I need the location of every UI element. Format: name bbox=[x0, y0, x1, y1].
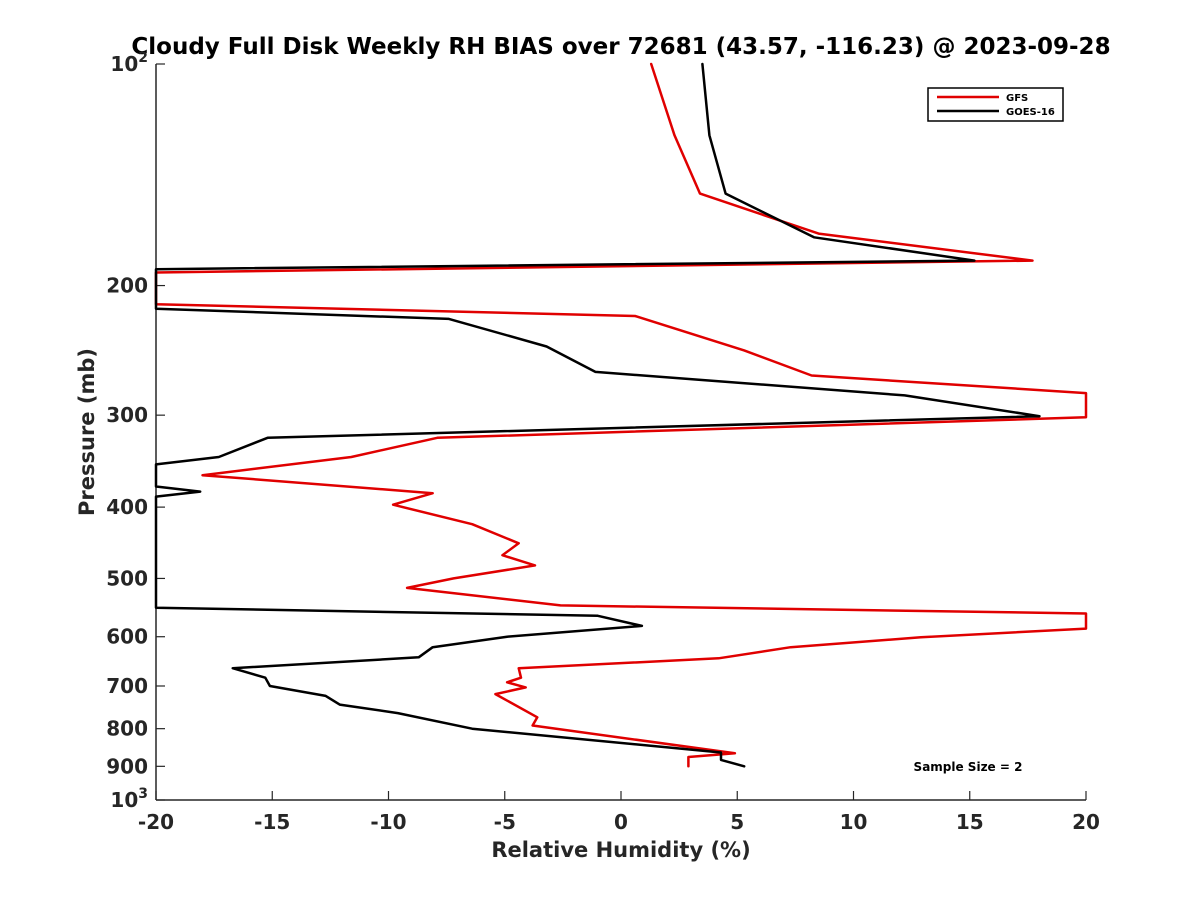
y-tick-label: 103 bbox=[110, 786, 148, 812]
x-tick-label: -20 bbox=[138, 810, 174, 834]
series-line-goes-16 bbox=[154, 62, 1041, 768]
x-tick-label: 15 bbox=[956, 810, 984, 834]
y-tick-label: 300 bbox=[106, 403, 148, 427]
x-tick-label: -5 bbox=[494, 810, 516, 834]
x-tick-label: 20 bbox=[1072, 810, 1100, 834]
y-tick-label: 700 bbox=[106, 674, 148, 698]
y-tick-label: 800 bbox=[106, 717, 148, 741]
x-axis-label: Relative Humidity (%) bbox=[491, 838, 750, 862]
x-tick-label: 5 bbox=[730, 810, 744, 834]
x-tick-label: -15 bbox=[254, 810, 290, 834]
sample-size-annotation: Sample Size = 2 bbox=[914, 760, 1023, 774]
chart-title: Cloudy Full Disk Weekly RH BIAS over 726… bbox=[131, 34, 1110, 60]
y-tick-label: 200 bbox=[106, 274, 148, 298]
y-tick-label: 900 bbox=[106, 754, 148, 778]
legend-label-gfs: GFS bbox=[1006, 93, 1028, 104]
series-layer bbox=[154, 62, 1088, 768]
plot-axes: -20 -15 -10 -5 0 5 10 15 20 102 200 300 400 500 600 700… bbox=[106, 50, 1100, 834]
x-tick-label: 0 bbox=[614, 810, 628, 834]
y-tick-label: 500 bbox=[106, 566, 148, 590]
legend: GFS GOES-16 bbox=[927, 87, 1064, 122]
series-line-gfs bbox=[154, 62, 1088, 768]
y-tick-label: 102 bbox=[110, 50, 148, 76]
legend-label-goes16: GOES-16 bbox=[1006, 107, 1055, 118]
y-axis-label: Pressure (mb) bbox=[75, 348, 99, 516]
legend-box bbox=[927, 87, 1064, 122]
x-tick-label: 10 bbox=[840, 810, 868, 834]
x-tick-label: -10 bbox=[370, 810, 406, 834]
y-tick-label: 600 bbox=[106, 625, 148, 649]
y-tick-label: 400 bbox=[106, 495, 148, 519]
